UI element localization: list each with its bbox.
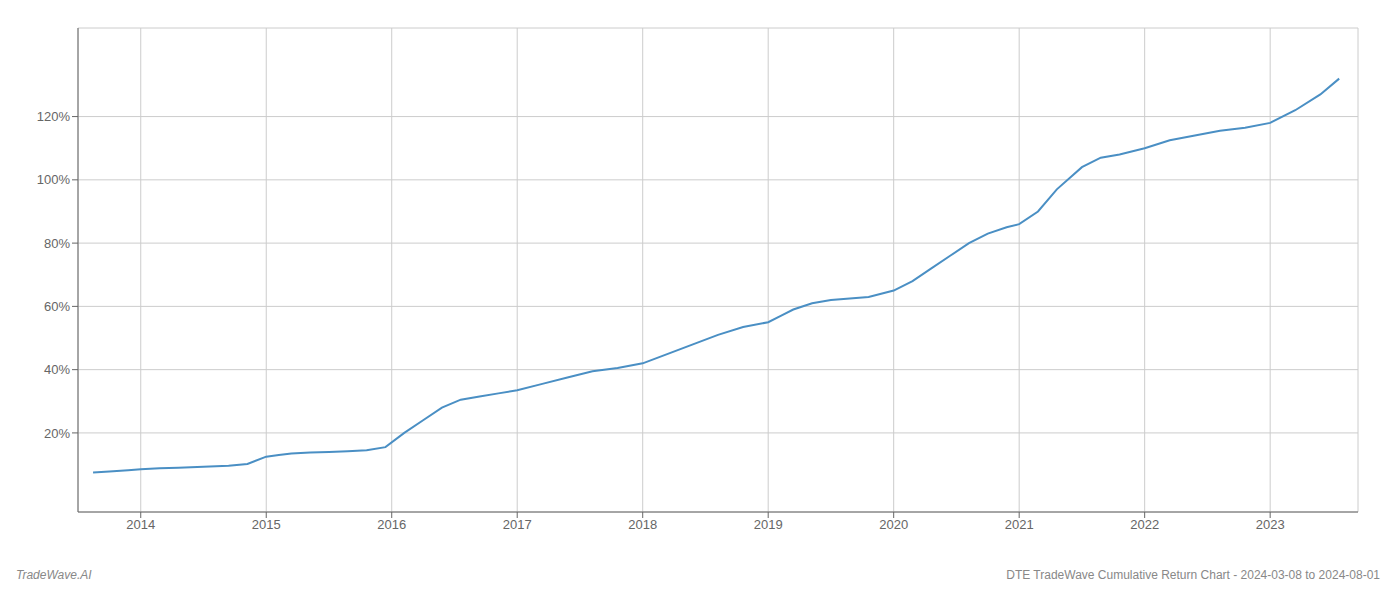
svg-text:2015: 2015 [252, 517, 281, 532]
html-text:TradeWave.AI: TradeWave.AI [16, 568, 92, 582]
svg-text:40%: 40% [44, 362, 70, 377]
svg-text:100%: 100% [37, 172, 71, 187]
svg-text:2019: 2019 [754, 517, 783, 532]
svg-text:20%: 20% [44, 426, 70, 441]
svg-text:120%: 120% [37, 109, 71, 124]
svg-text:2022: 2022 [1130, 517, 1159, 532]
svg-text:2018: 2018 [628, 517, 657, 532]
svg-text:2020: 2020 [879, 517, 908, 532]
html-text:DTE TradeWave Cumulative Retur: DTE TradeWave Cumulative Return Chart - … [1006, 568, 1380, 582]
svg-text:2014: 2014 [126, 517, 155, 532]
svg-text:80%: 80% [44, 236, 70, 251]
svg-text:2021: 2021 [1005, 517, 1034, 532]
svg-text:60%: 60% [44, 299, 70, 314]
svg-text:2017: 2017 [503, 517, 532, 532]
svg-text:2023: 2023 [1256, 517, 1285, 532]
svg-text:2016: 2016 [377, 517, 406, 532]
